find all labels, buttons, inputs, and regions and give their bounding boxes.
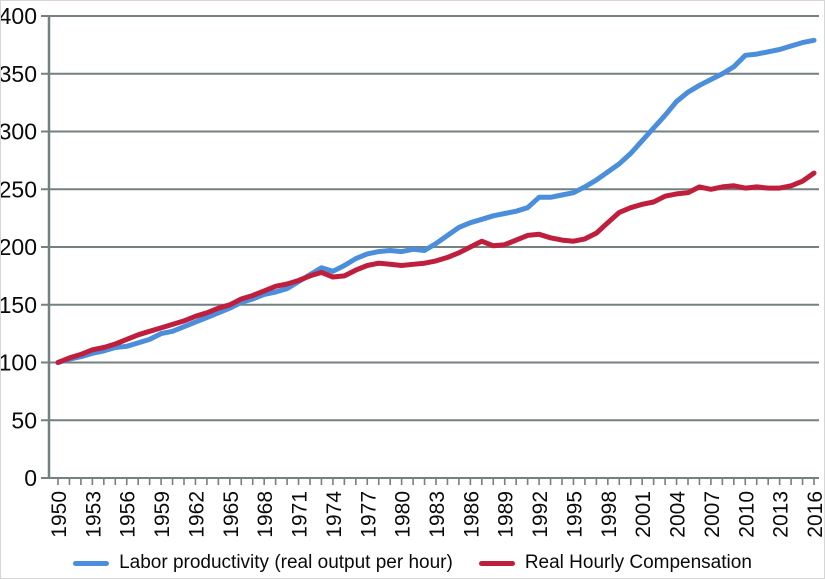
y-axis-label-300: 300 [1, 119, 37, 145]
y-axis-label-400: 400 [1, 3, 37, 29]
legend-label-productivity: Labor productivity (real output per hour… [119, 552, 453, 573]
line-chart-canvas: 0 50 100 150 200 250 300 350 400 1950 1953 1956 1959… [1, 3, 825, 538]
x-axis-label-1953: 1953 [82, 491, 105, 538]
series-line-compensation [55, 170, 817, 365]
productivity-line-swatch [73, 560, 110, 566]
x-axis-label-2016: 2016 [804, 491, 825, 538]
x-axis-ticks [57, 478, 815, 485]
x-axis-label-1959: 1959 [151, 491, 174, 538]
y-axis-label-0: 0 [24, 465, 37, 491]
legend-label-compensation: Real Hourly Compensation [524, 552, 752, 573]
legend-item-compensation: Real Hourly Compensation [478, 552, 752, 574]
x-axis-label-2001: 2001 [632, 491, 655, 538]
x-axis-label-1950: 1950 [48, 491, 71, 538]
y-axis-labels: 0 50 100 150 200 250 300 350 400 [1, 3, 37, 491]
x-axis-label-1956: 1956 [117, 491, 140, 538]
compensation-line-swatch [478, 560, 515, 566]
x-axis-label-1980: 1980 [392, 491, 415, 538]
x-axis-label-1995: 1995 [563, 491, 586, 538]
legend-item-productivity: Labor productivity (real output per hour… [73, 552, 453, 574]
x-axis-label-1992: 1992 [529, 491, 552, 538]
x-axis-label-1962: 1962 [185, 491, 208, 538]
y-axis-label-200: 200 [1, 234, 37, 260]
x-axis-labels: 1950 1953 1956 1959 1962 1965 1968 1971 1974 1977… [48, 491, 825, 538]
y-axis-label-150: 150 [1, 292, 37, 318]
x-axis-label-1977: 1977 [357, 491, 380, 538]
x-axis-label-1971: 1971 [289, 491, 312, 538]
x-axis-label-1986: 1986 [460, 491, 483, 538]
x-axis-label-1974: 1974 [323, 491, 346, 538]
x-axis-label-2007: 2007 [701, 491, 724, 538]
x-axis-label-1965: 1965 [220, 491, 243, 538]
x-axis-label-2010: 2010 [735, 491, 758, 538]
y-axis-label-50: 50 [11, 407, 37, 433]
x-axis-label-2013: 2013 [770, 491, 793, 538]
y-axis-label-250: 250 [1, 176, 37, 202]
x-axis-label-1968: 1968 [254, 491, 277, 538]
y-axis-label-100: 100 [1, 350, 37, 376]
y-axis-label-350: 350 [1, 61, 37, 87]
x-axis-label-2004: 2004 [667, 491, 690, 538]
x-axis-label-1989: 1989 [495, 491, 518, 538]
x-axis-label-1998: 1998 [598, 491, 621, 538]
x-axis-label-1983: 1983 [426, 491, 449, 538]
chart-legend: Labor productivity (real output per hour… [1, 547, 824, 578]
series-line-productivity [55, 37, 817, 365]
